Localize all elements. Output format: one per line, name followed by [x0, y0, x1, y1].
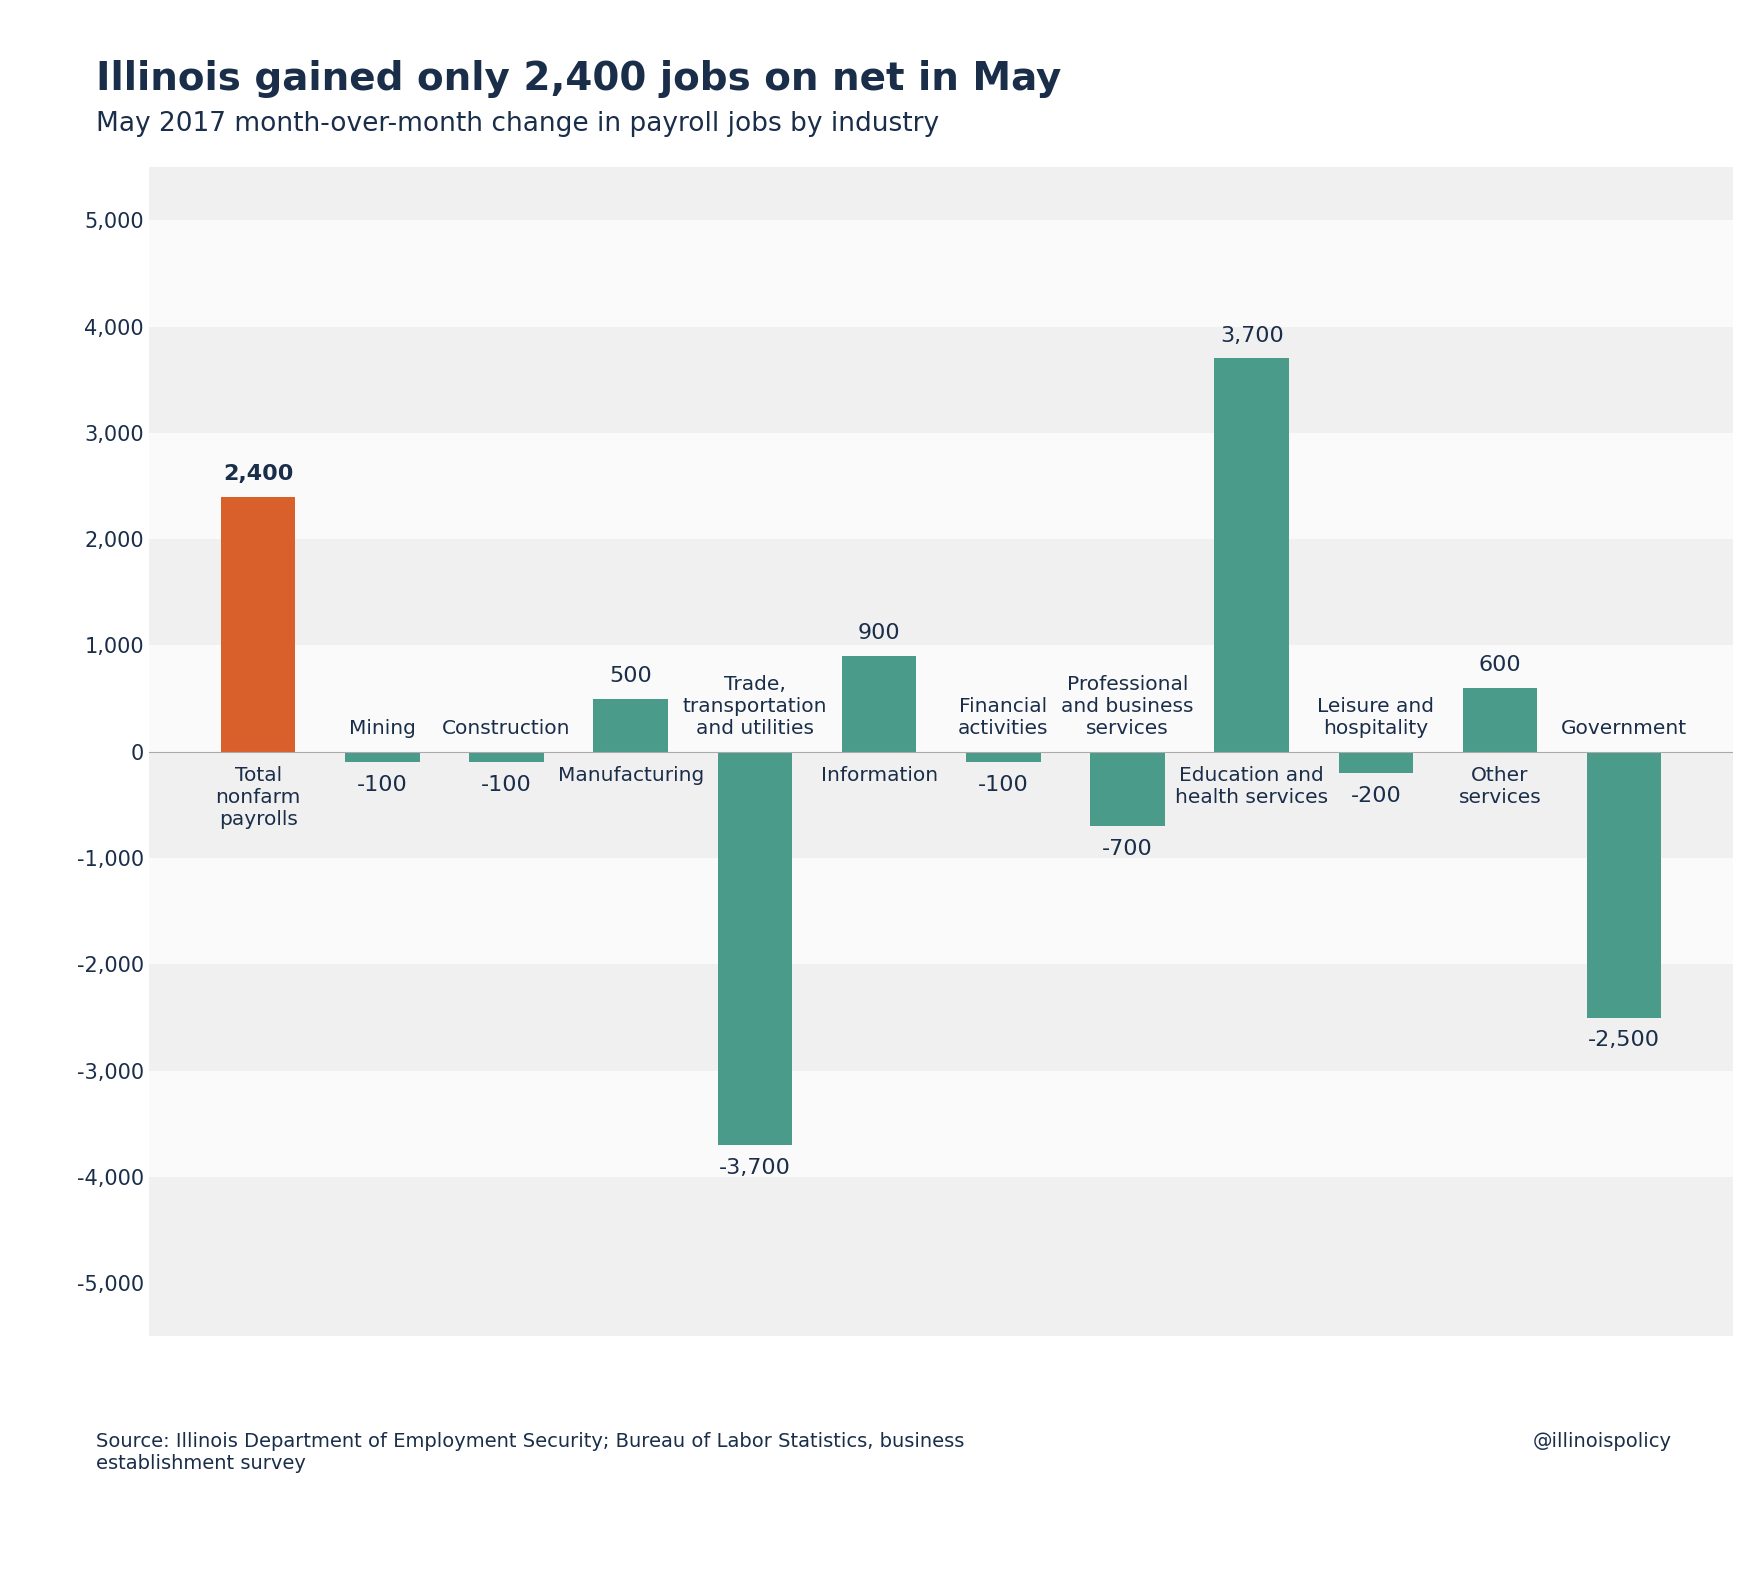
Text: 500: 500 — [609, 667, 651, 686]
Bar — [149, 1071, 1733, 1177]
Bar — [842, 655, 916, 753]
Text: 2,400: 2,400 — [222, 465, 294, 484]
Bar — [149, 433, 1733, 539]
Text: Education and
health services: Education and health services — [1175, 765, 1329, 807]
Text: Mining: Mining — [348, 719, 415, 738]
Text: -100: -100 — [357, 775, 408, 796]
Text: Manufacturing: Manufacturing — [557, 765, 704, 784]
Text: Government: Government — [1562, 719, 1688, 738]
Text: -200: -200 — [1350, 786, 1401, 805]
Bar — [594, 698, 667, 753]
Bar — [1462, 687, 1537, 753]
Bar — [469, 753, 545, 762]
Text: Professional
and business
services: Professional and business services — [1061, 675, 1194, 738]
Text: -100: -100 — [482, 775, 532, 796]
Text: May 2017 month-over-month change in payroll jobs by industry: May 2017 month-over-month change in payr… — [96, 111, 940, 137]
Text: Source: Illinois Department of Employment Security; Bureau of Labor Statistics, : Source: Illinois Department of Employmen… — [96, 1432, 965, 1473]
Bar — [967, 753, 1040, 762]
Text: 3,700: 3,700 — [1220, 326, 1283, 345]
Bar — [149, 858, 1733, 964]
Bar — [1338, 753, 1413, 773]
Text: 600: 600 — [1478, 655, 1522, 675]
Text: -2,500: -2,500 — [1588, 1031, 1660, 1050]
Text: -3,700: -3,700 — [720, 1158, 791, 1177]
Text: -100: -100 — [977, 775, 1028, 796]
Bar — [149, 220, 1733, 326]
Text: Construction: Construction — [443, 719, 571, 738]
Text: Information: Information — [821, 765, 937, 784]
Bar — [149, 646, 1733, 753]
Text: Leisure and
hospitality: Leisure and hospitality — [1317, 697, 1434, 738]
Bar — [718, 753, 791, 1146]
Text: -700: -700 — [1101, 838, 1152, 859]
Text: Illinois gained only 2,400 jobs on net in May: Illinois gained only 2,400 jobs on net i… — [96, 60, 1061, 99]
Bar — [345, 753, 420, 762]
Bar — [149, 326, 1733, 433]
Text: Trade,
transportation
and utilities: Trade, transportation and utilities — [683, 675, 826, 738]
Bar — [1586, 753, 1662, 1018]
Bar — [1091, 753, 1164, 826]
Bar — [149, 964, 1733, 1071]
Text: @illinoispolicy: @illinoispolicy — [1534, 1432, 1672, 1451]
Bar — [1215, 358, 1289, 753]
Text: Financial
activities: Financial activities — [958, 697, 1049, 738]
Bar — [149, 1177, 1733, 1284]
Bar — [221, 496, 296, 753]
Bar — [149, 753, 1733, 858]
Bar — [149, 539, 1733, 646]
Text: Total
nonfarm
payrolls: Total nonfarm payrolls — [215, 765, 301, 829]
Text: 900: 900 — [858, 624, 900, 643]
Text: Other
services: Other services — [1459, 765, 1541, 807]
